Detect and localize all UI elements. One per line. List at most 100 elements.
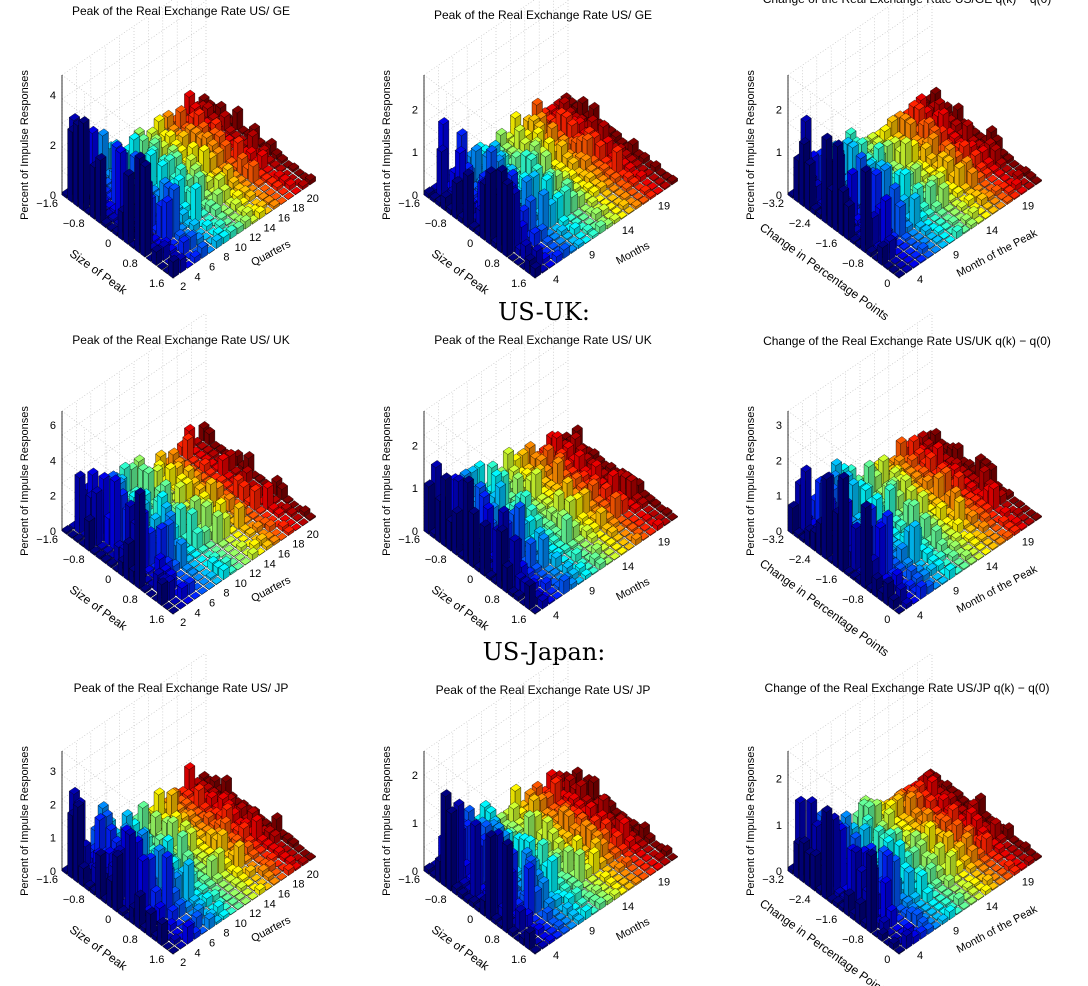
- y-tick-label: −1.6: [398, 874, 420, 886]
- z-axis-label: Percent of Impulse Responses: [381, 406, 393, 556]
- z-axis-label: Percent of Impulse Responses: [19, 406, 31, 556]
- x-tick-label: 9: [589, 585, 595, 597]
- x-axis-label: Months: [614, 576, 652, 604]
- bar: [552, 250, 562, 264]
- x-tick-label: 2: [180, 957, 186, 969]
- bar: [124, 169, 134, 245]
- x-tick-label: 19: [658, 876, 670, 888]
- x-tick-label: 12: [249, 232, 261, 244]
- x-axis-label: Months: [614, 240, 652, 268]
- y-tick-label: −3.2: [762, 874, 784, 886]
- y-tick-label: −0.8: [63, 894, 85, 906]
- y-tick-label: 1.6: [149, 278, 164, 290]
- y-tick-label: 0.8: [123, 594, 138, 606]
- bar: [810, 849, 820, 891]
- z-tick-label: 2: [412, 440, 418, 452]
- y-axis-label: Size of Peak: [67, 922, 131, 974]
- z-tick-label: 2: [776, 774, 782, 786]
- bar: [934, 472, 944, 500]
- bar: [452, 506, 462, 555]
- x-tick-label: 16: [278, 889, 290, 901]
- z-tick-label: 2: [50, 140, 56, 152]
- bar: [878, 241, 888, 266]
- z-axis-label: Percent of Impulse Responses: [19, 746, 31, 896]
- z-tick-label: 2: [50, 491, 56, 503]
- x-tick-label: 4: [553, 950, 559, 962]
- bar: [822, 472, 832, 559]
- y-tick-label: −2.4: [789, 894, 811, 906]
- x-tick-label: 14: [263, 898, 275, 910]
- z-tick-label: 2: [776, 104, 782, 116]
- y-tick-label: 0: [467, 914, 473, 926]
- y-tick-label: 0: [105, 574, 111, 586]
- bar: [916, 580, 926, 599]
- x-axis-label: Months: [614, 916, 652, 944]
- x-tick-label: 9: [953, 925, 959, 937]
- bar: [184, 762, 194, 791]
- z-tick-label: 3: [776, 420, 782, 432]
- bar: [75, 471, 85, 534]
- bar: [212, 510, 222, 544]
- y-tick-label: −0.8: [425, 218, 447, 230]
- bar: [952, 225, 962, 239]
- bar: [110, 475, 120, 550]
- bar: [175, 481, 185, 506]
- y-tick-label: −1.6: [815, 238, 837, 250]
- bar: [801, 465, 811, 534]
- z-tick-label: 2: [412, 104, 418, 116]
- x-tick-label: 4: [553, 610, 559, 622]
- x-tick-label: 20: [307, 529, 319, 541]
- z-axis-label: Percent of Impulse Responses: [745, 70, 757, 220]
- z-tick-label: 4: [50, 455, 56, 467]
- x-tick-label: 4: [917, 274, 923, 286]
- bar: [424, 480, 434, 535]
- z-tick-label: 3: [50, 766, 56, 778]
- x-tick-label: 18: [292, 879, 304, 891]
- y-tick-label: −0.8: [425, 554, 447, 566]
- bar: [502, 178, 512, 257]
- x-tick-label: 9: [953, 249, 959, 261]
- z-tick-label: 6: [50, 420, 56, 432]
- y-tick-label: 0.8: [485, 594, 500, 606]
- x-tick-label: 4: [195, 607, 201, 619]
- x-tick-label: 14: [986, 561, 998, 573]
- z-tick-label: 1: [776, 820, 782, 832]
- bar: [525, 926, 535, 950]
- x-tick-label: 19: [658, 200, 670, 212]
- y-tick-label: 0: [467, 574, 473, 586]
- bar: [469, 507, 479, 568]
- y-tick-label: −1.6: [398, 534, 420, 546]
- bar: [437, 145, 447, 198]
- x-tick-label: 9: [589, 249, 595, 261]
- x-tick-label: 19: [1022, 536, 1034, 548]
- y-tick-label: 0.8: [485, 258, 500, 270]
- x-tick-label: 20: [307, 869, 319, 881]
- bar: [84, 514, 94, 551]
- bar: [232, 106, 242, 131]
- bar: [234, 840, 244, 870]
- bar: [250, 484, 260, 510]
- bar: [157, 917, 167, 946]
- x-tick-label: 9: [589, 925, 595, 937]
- y-tick-label: −0.8: [63, 554, 85, 566]
- bar: [183, 433, 193, 460]
- y-tick-label: 0.8: [485, 934, 500, 946]
- y-tick-label: −1.6: [36, 198, 58, 210]
- x-tick-label: 12: [249, 908, 261, 920]
- y-tick-label: 0: [884, 614, 890, 626]
- x-tick-label: 8: [223, 252, 229, 264]
- y-axis-label: Size of Peak: [429, 246, 493, 298]
- y-tick-label: −1.6: [398, 198, 420, 210]
- x-tick-label: 8: [223, 928, 229, 940]
- bar: [79, 116, 89, 211]
- z-tick-label: 1: [412, 147, 418, 159]
- z-axis-label: Percent of Impulse Responses: [745, 746, 757, 896]
- z-tick-label: 2: [776, 455, 782, 467]
